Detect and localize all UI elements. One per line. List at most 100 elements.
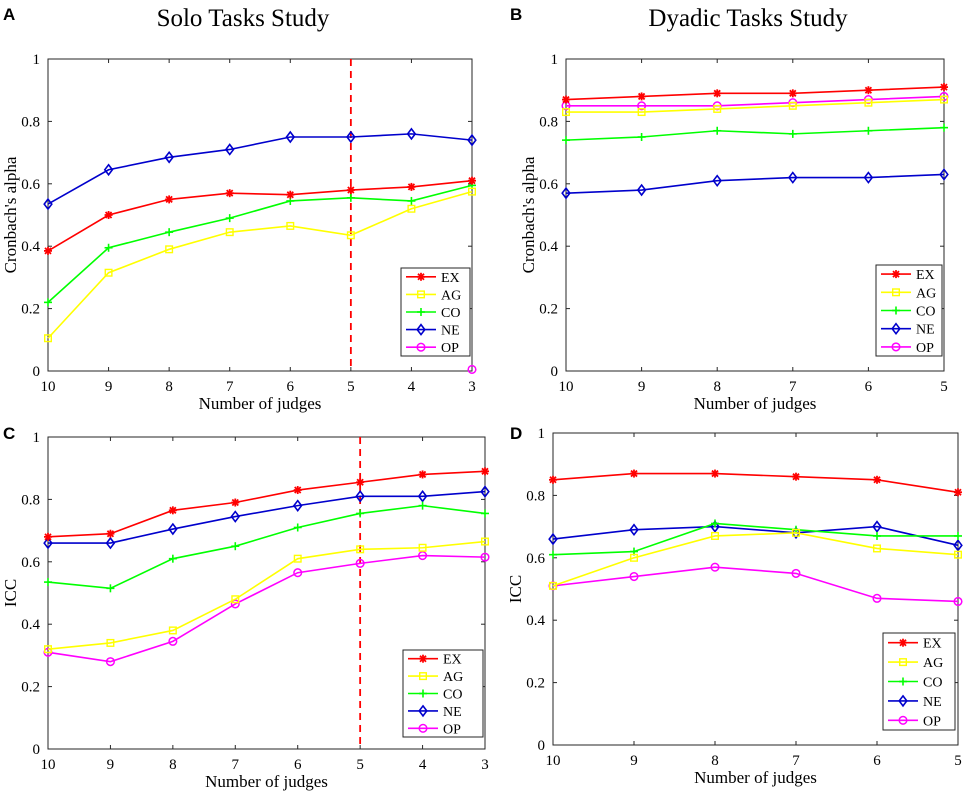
marker-stroke <box>562 95 570 104</box>
legend-marker-ex <box>892 270 900 279</box>
legend-label-ex: EX <box>443 653 462 668</box>
data-point-ne <box>953 538 963 552</box>
series-ag <box>549 528 963 590</box>
data-point-op <box>710 562 720 572</box>
data-point-ag <box>481 537 490 546</box>
data-point-ag <box>231 595 240 604</box>
legend-marker-op <box>418 723 428 733</box>
data-point-op <box>293 568 303 578</box>
data-point-co <box>165 228 174 237</box>
series-ex <box>44 176 476 255</box>
data-point-ne <box>164 150 174 164</box>
legend-marker-op <box>898 715 908 725</box>
y-tick-label: 0.4 <box>21 617 40 633</box>
data-point-op <box>629 571 639 582</box>
panel-letter-a: A <box>3 5 15 24</box>
y-tick-label: 0.2 <box>21 680 40 696</box>
marker-stroke <box>165 195 173 204</box>
series-line-ag <box>552 532 959 587</box>
y-axis-label: ICC <box>506 575 525 603</box>
data-point-ne <box>355 489 365 503</box>
data-point-ag <box>864 98 873 107</box>
x-tick-label: 5 <box>356 757 364 773</box>
data-point-ex <box>713 89 722 98</box>
data-point-ne <box>346 130 356 144</box>
y-tick-label: 0.2 <box>21 302 40 318</box>
x-tick-label: 6 <box>287 379 295 395</box>
legend-marker-ne <box>898 694 908 708</box>
data-point-ag <box>293 554 302 563</box>
data-point-ex <box>346 186 355 195</box>
data-point-ag <box>468 187 477 196</box>
x-tick-label: 6 <box>294 757 302 773</box>
data-point-ne <box>636 183 647 197</box>
series-op <box>467 364 477 374</box>
data-point-op <box>467 364 477 374</box>
data-point-op <box>953 596 963 607</box>
data-point-ex <box>481 467 489 476</box>
marker-stroke <box>711 469 719 478</box>
marker-stroke <box>226 189 234 197</box>
data-point-ex <box>792 472 800 481</box>
data-point-ex <box>940 83 948 92</box>
x-tick-label: 8 <box>169 757 177 773</box>
data-point-ag <box>637 108 646 117</box>
data-point-ag <box>286 221 295 230</box>
data-point-ag <box>106 638 115 647</box>
legend-label-co: CO <box>441 306 460 321</box>
legend-label-co: CO <box>923 676 942 691</box>
x-tick-label: 8 <box>711 753 719 769</box>
legend-label-ag: AG <box>441 288 461 303</box>
x-tick-label: 10 <box>559 379 574 395</box>
data-point-ex <box>864 86 873 95</box>
x-tick-label: 3 <box>481 757 489 773</box>
x-axis-label: Number of judges <box>205 772 328 791</box>
x-tick-label: 8 <box>165 379 173 395</box>
series-line-ag <box>47 540 486 650</box>
series-ag <box>44 537 490 654</box>
y-tick-label: 0.4 <box>539 239 558 255</box>
legend-marker-co <box>419 689 427 698</box>
data-point-ne <box>105 536 116 550</box>
col-title-dyadic: Dyadic Tasks Study <box>648 5 848 32</box>
data-point-co <box>711 519 719 528</box>
y-tick-label: 1 <box>551 52 559 68</box>
data-point-ag <box>713 104 722 113</box>
series-ne <box>43 127 477 211</box>
data-point-op <box>480 552 490 562</box>
data-point-ne <box>872 520 882 533</box>
series-line-ex <box>552 472 959 494</box>
data-point-ex <box>562 95 570 104</box>
data-point-ne <box>292 499 303 512</box>
legend: EX AG CO NE OP <box>400 267 471 357</box>
y-tick-label: 0 <box>33 364 41 380</box>
data-point-ag <box>407 204 416 213</box>
series-ag <box>44 187 477 343</box>
legend: EX AG CO NE OP <box>882 632 956 731</box>
series-line-ne <box>48 490 486 544</box>
series-line-co <box>552 522 958 556</box>
data-point-ex <box>104 211 113 219</box>
x-tick-label: 4 <box>419 757 427 773</box>
legend-marker-co <box>417 308 425 316</box>
marker-stroke <box>44 247 52 255</box>
data-point-co <box>788 129 797 138</box>
legend-marker-ex <box>417 272 425 281</box>
x-tick-label: 7 <box>792 753 800 769</box>
y-tick-label: 0.6 <box>526 551 545 567</box>
y-tick-label: 0.6 <box>21 555 40 571</box>
legend-label-co: CO <box>443 688 462 703</box>
x-tick-label: 9 <box>630 753 638 769</box>
marker-stroke <box>940 83 948 91</box>
data-point-co <box>225 214 234 223</box>
x-tick-label: 7 <box>232 757 240 773</box>
series-ex <box>44 467 489 541</box>
legend-label-ex: EX <box>441 271 460 286</box>
data-point-ex <box>231 498 240 507</box>
data-point-ex <box>407 182 416 191</box>
marker-stroke <box>44 533 52 541</box>
series-line-ex <box>565 86 945 101</box>
x-tick-label: 8 <box>713 379 721 395</box>
marker-stroke <box>418 470 427 479</box>
series-line-ne <box>552 525 959 547</box>
